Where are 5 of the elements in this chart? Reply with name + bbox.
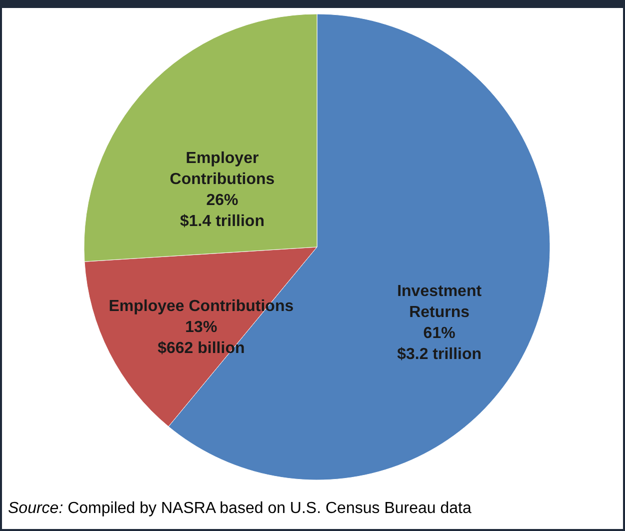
slice-label: Employer Contributions [170,150,275,188]
data-label: 26% $1.4 trillion [180,192,264,230]
source-note: Source: Compiled by NASRA based on U.S. Census Bureau data [8,500,472,518]
slice-label: Investment Returns [397,283,482,322]
data-label: 61% $3.2 trillion [397,325,482,364]
